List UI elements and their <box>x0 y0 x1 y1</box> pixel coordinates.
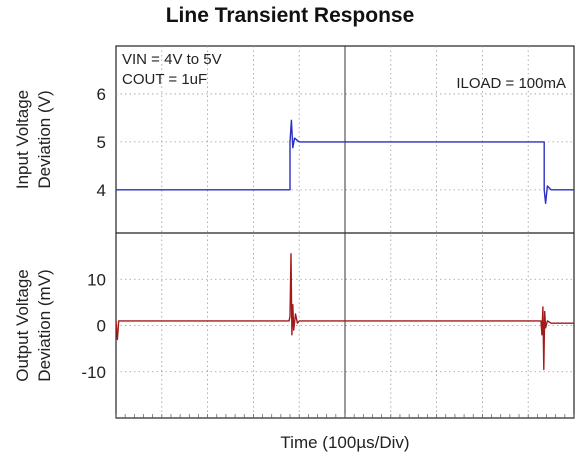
y-axis-label: Output Voltage <box>13 269 32 381</box>
annotation-label: ILOAD = 100mA <box>456 75 566 92</box>
y-axis-label: Input Voltage <box>13 90 32 189</box>
series-line-input-voltage <box>116 119 574 205</box>
y-tick-label: 0 <box>97 317 106 336</box>
y-tick-label: 6 <box>97 85 106 104</box>
chart-title: Line Transient Response <box>165 4 415 27</box>
annotation-label: VIN = 4V to 5V <box>122 51 222 68</box>
y-tick-label: 5 <box>97 133 106 152</box>
series-line-output-voltage <box>115 253 574 371</box>
x-axis-label: Time (100µs/Div) <box>280 433 409 452</box>
y-tick-label: 10 <box>87 270 106 289</box>
y-tick-label: 4 <box>97 181 106 200</box>
y-axis-label: Deviation (mV) <box>35 269 54 381</box>
annotation-label: COUT = 1uF <box>122 71 207 88</box>
y-axis-label: Deviation (V) <box>35 90 54 188</box>
y-tick-label: -10 <box>81 363 106 382</box>
